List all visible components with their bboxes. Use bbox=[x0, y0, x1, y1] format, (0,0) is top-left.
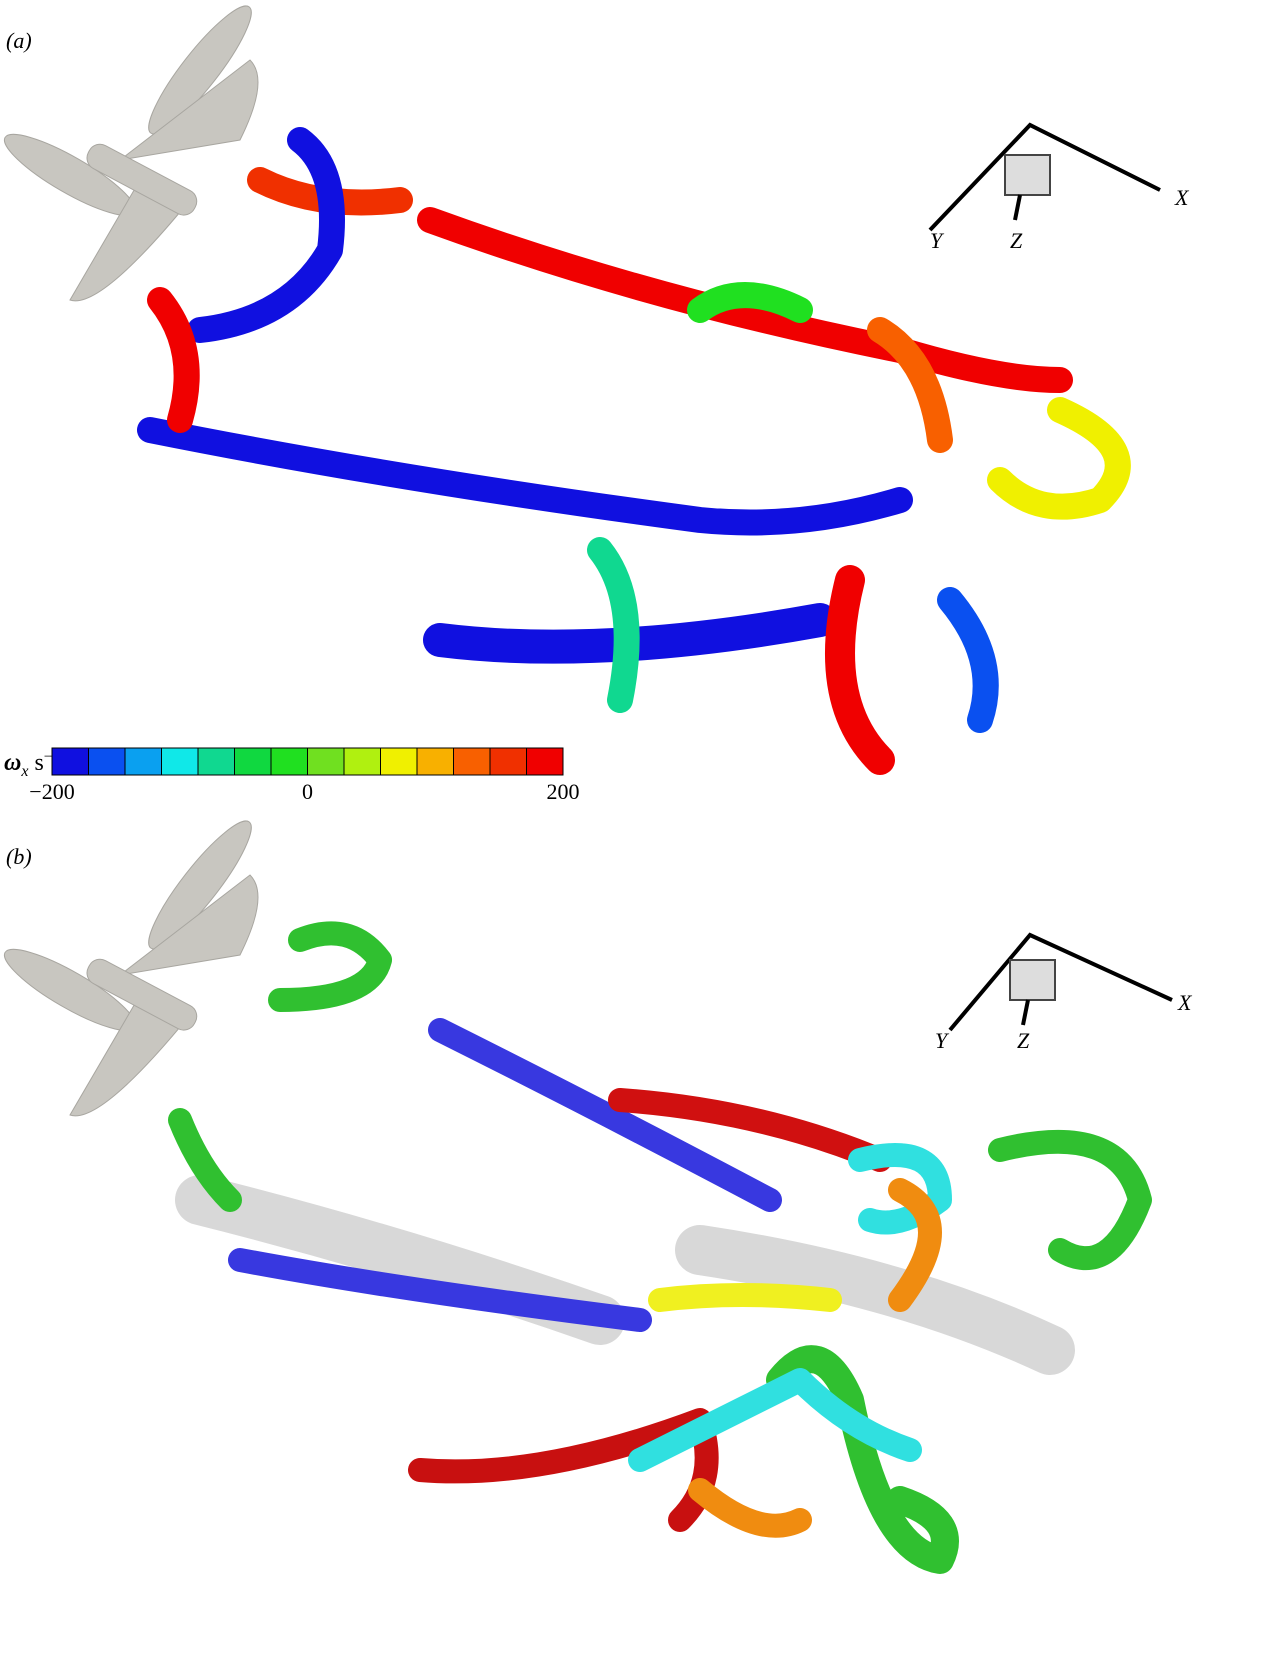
colorbar-segment bbox=[235, 748, 272, 775]
colorbar: −200 0 200 bbox=[29, 748, 579, 804]
colorbar-segment bbox=[125, 748, 162, 775]
figure: X Y Z (a) ωxs−1 −200 0 200 X Y Z (b) bbox=[0, 0, 1268, 1656]
colorbar-segment bbox=[490, 748, 527, 775]
colorbar-label: ωxs−1 bbox=[4, 749, 60, 780]
colorbar-segment bbox=[52, 748, 89, 775]
colorbar-segment bbox=[162, 748, 199, 775]
colorbar-segment bbox=[527, 748, 564, 775]
colorbar-tick-label: 0 bbox=[302, 779, 313, 804]
axis-triad bbox=[950, 935, 1172, 1030]
axis-label: Z bbox=[1010, 228, 1023, 253]
axis-label: Y bbox=[935, 1028, 950, 1053]
colorbar-segment bbox=[198, 748, 235, 775]
colorbar-segment bbox=[308, 748, 345, 775]
colorbar-segment bbox=[344, 748, 381, 775]
vortex-structures bbox=[180, 933, 1140, 1560]
unit: s bbox=[34, 750, 43, 776]
axis-triad bbox=[930, 125, 1160, 230]
dragonfly bbox=[0, 811, 263, 1116]
subscript: x bbox=[20, 763, 28, 780]
colorbar-tick-label: 200 bbox=[547, 779, 580, 804]
colorbar-segment bbox=[454, 748, 491, 775]
colorbar-segment bbox=[271, 748, 308, 775]
colorbar-tick-label: −200 bbox=[29, 779, 74, 804]
colorbar-segment bbox=[417, 748, 454, 775]
axis-label: Z bbox=[1017, 1028, 1030, 1053]
axis-label: Y bbox=[930, 228, 945, 253]
symbol: ω bbox=[4, 750, 21, 776]
dragonfly bbox=[0, 0, 263, 301]
colorbar-segment bbox=[381, 748, 418, 775]
panel-label: (a) bbox=[6, 28, 32, 53]
vortex-structures bbox=[150, 140, 1118, 760]
axis-label: X bbox=[1174, 185, 1190, 210]
panel-label: (b) bbox=[6, 844, 32, 869]
colorbar-segment bbox=[89, 748, 126, 775]
axis-label: X bbox=[1177, 990, 1193, 1015]
